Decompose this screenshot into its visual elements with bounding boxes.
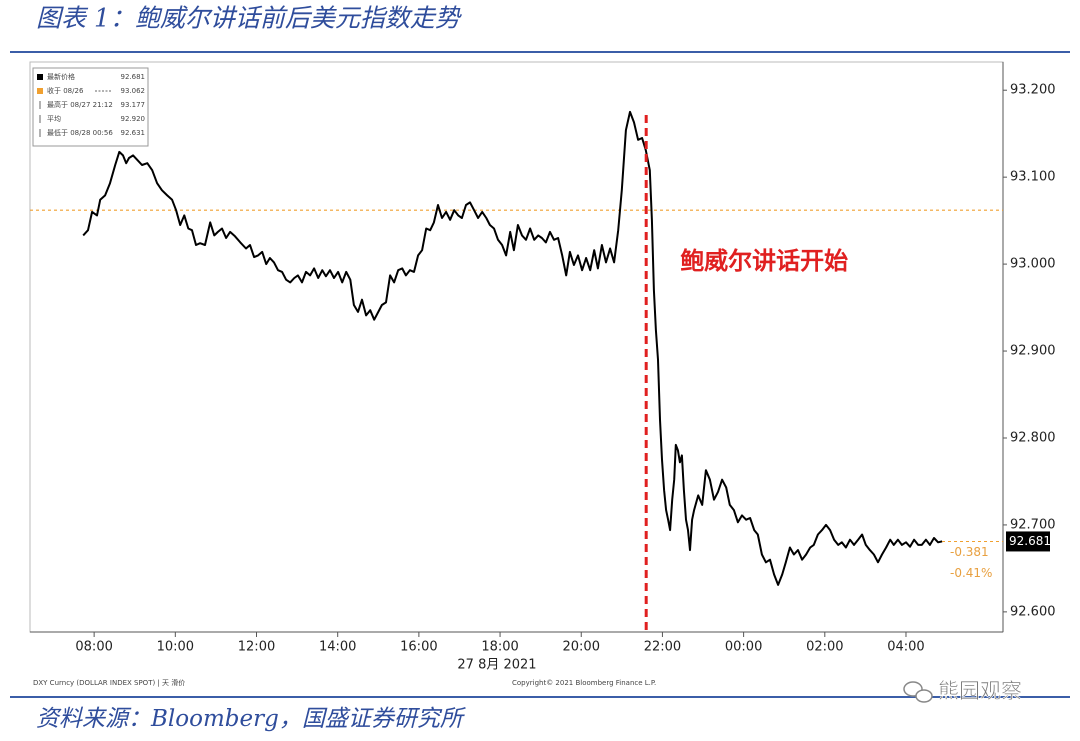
y-tick-label: 93.000: [1010, 257, 1056, 272]
legend-value: 92.681: [121, 73, 146, 81]
change-label: -0.381: [950, 545, 989, 559]
event-label: 鲍威尔讲话开始: [680, 247, 848, 275]
x-tick-label: 22:00: [644, 640, 681, 655]
wechat-icon: [903, 681, 933, 703]
legend-swatch: [37, 74, 43, 80]
x-tick-label: 16:00: [400, 640, 437, 655]
last-price-box: [1006, 531, 1050, 552]
note: Copyright© 2021 Bloomberg Finance L.P.: [512, 679, 656, 687]
legend-name: 最高于 08/27 21:12: [47, 100, 113, 109]
x-tick-label: 02:00: [806, 640, 843, 655]
x-tick-label: 20:00: [563, 640, 600, 655]
legend-value: 92.920: [121, 115, 146, 123]
x-tick-label: 10:00: [157, 640, 194, 655]
legend-box: [32, 67, 149, 147]
price-line: [82, 110, 943, 586]
x-tick-label: 18:00: [481, 640, 518, 655]
x-tick-label: 04:00: [887, 640, 924, 655]
last-price-label: 92.681: [1009, 534, 1051, 548]
legend-swatch: [37, 88, 43, 94]
legend-name: 最新价格: [47, 72, 75, 81]
y-tick-label: 92.900: [1010, 344, 1056, 359]
legend-name: 最低于 08/28 00:56: [47, 128, 113, 137]
note: DXY Curncy (DOLLAR INDEX SPOT) | 天 滑价: [33, 678, 185, 687]
x-tick-label: 00:00: [725, 640, 762, 655]
x-tick-label: 14:00: [319, 640, 356, 655]
legend-name: 平均: [47, 114, 61, 123]
plot-frame: [29, 61, 1004, 633]
y-tick-label: 93.200: [1010, 83, 1056, 98]
x-tick-label: 12:00: [238, 640, 275, 655]
y-tick-label: 92.800: [1010, 430, 1056, 445]
source: 资料来源：Bloomberg，国盛证券研究所: [36, 706, 466, 732]
legend-value: 93.177: [121, 101, 146, 109]
legend-name: 收于 08/26: [47, 86, 84, 95]
x-tick-label: 08:00: [75, 640, 112, 655]
legend-value: 93.062: [121, 87, 146, 95]
x-axis-label: 27 8月 2021: [457, 658, 536, 673]
y-tick-label: 93.100: [1010, 170, 1056, 185]
plot: 92.600 92.700 92.800 92.900 93.000 93.100 93.2…: [30, 62, 1056, 655]
page-title: 图表 1：鲍威尔讲话前后美元指数走势: [36, 4, 463, 33]
y-tick-label: 92.700: [1010, 517, 1056, 532]
legend-value: 92.631: [121, 129, 146, 137]
change-pct-label: -0.41%: [950, 566, 992, 580]
watermark: 熊园观察: [938, 679, 1022, 703]
y-tick-label: 92.600: [1010, 604, 1056, 619]
